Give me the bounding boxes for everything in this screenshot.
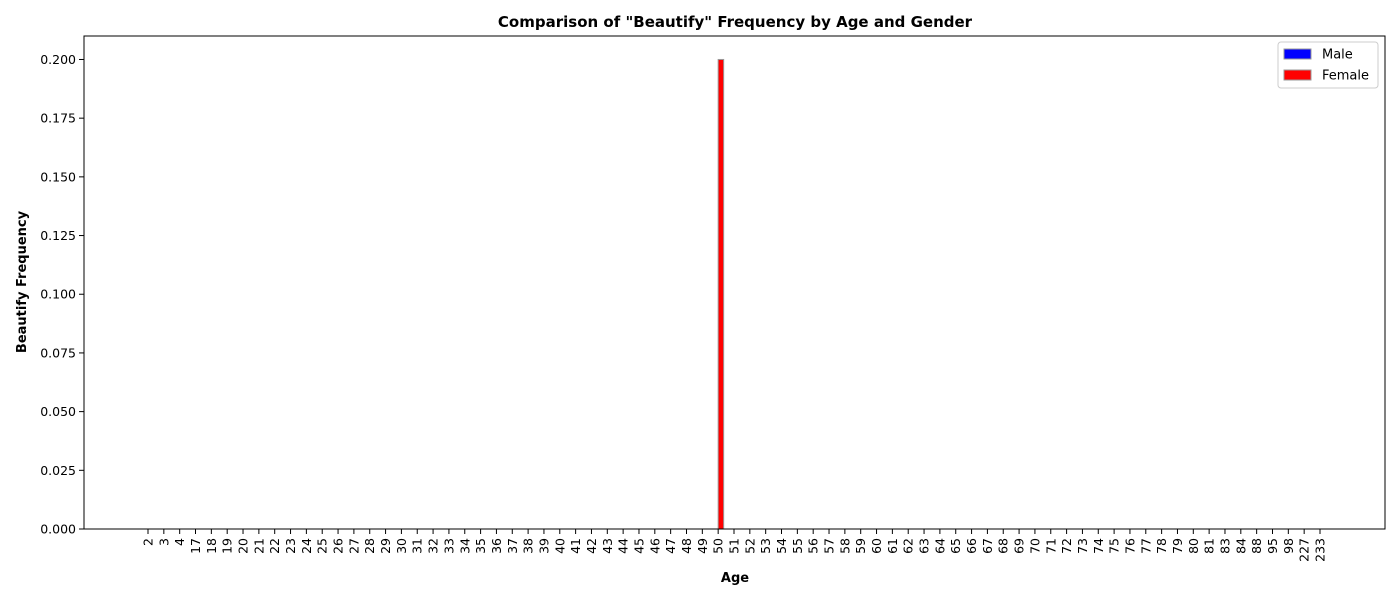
y-tick-label: 0.000 <box>40 522 76 537</box>
x-tick-label: 57 <box>822 538 837 554</box>
x-tick-label: 22 <box>267 538 282 554</box>
y-tick-label: 0.100 <box>40 287 76 302</box>
legend-label-female: Female <box>1322 69 1369 84</box>
plot-area-frame <box>83 35 1386 530</box>
legend-swatch-male <box>1283 48 1312 60</box>
x-tick-label: 46 <box>647 538 662 554</box>
x-tick-label: 36 <box>489 538 504 554</box>
x-tick-label: 81 <box>1202 538 1217 554</box>
y-tick-label: 0.025 <box>40 463 76 478</box>
y-tick-label: 0.050 <box>40 404 76 419</box>
legend-swatch-female <box>1283 69 1312 81</box>
bar-female-age-50 <box>717 58 725 530</box>
x-tick-label: 26 <box>331 538 346 554</box>
x-tick-label: 21 <box>251 538 266 554</box>
x-tick-label: 56 <box>806 538 821 554</box>
x-tick-label: 73 <box>1075 538 1090 554</box>
y-tick-label: 0.125 <box>40 228 76 243</box>
x-tick-label: 61 <box>885 538 900 554</box>
y-tick-label: 0.175 <box>40 111 76 126</box>
x-tick-label: 70 <box>1027 538 1042 554</box>
x-tick-label: 30 <box>394 538 409 554</box>
x-tick-label: 41 <box>568 538 583 554</box>
x-tick-label: 66 <box>964 538 979 554</box>
x-tick-label: 33 <box>441 538 456 554</box>
chart-title: Comparison of "Beautify" Frequency by Ag… <box>498 13 973 31</box>
x-axis-ticks: 2 3 4 17 18 19 20 21 22 23 24 25 26 27 28 29 30 31 32 33 34 3… <box>141 529 1328 562</box>
x-tick-label: 32 <box>426 538 441 554</box>
x-tick-label: 43 <box>600 538 615 554</box>
x-tick-label: 58 <box>837 538 852 554</box>
x-tick-label: 31 <box>410 538 425 554</box>
x-tick-label: 52 <box>742 538 757 554</box>
x-tick-label: 74 <box>1091 538 1106 554</box>
x-tick-label: 40 <box>552 538 567 554</box>
x-tick-label: 29 <box>378 538 393 554</box>
x-tick-label: 48 <box>679 538 694 554</box>
x-tick-label: 79 <box>1170 538 1185 554</box>
x-tick-label: 37 <box>505 538 520 554</box>
x-tick-label: 23 <box>283 538 298 554</box>
x-tick-label: 55 <box>790 538 805 554</box>
x-tick-label: 54 <box>774 538 789 554</box>
x-tick-label: 227 <box>1297 538 1312 562</box>
x-tick-label: 19 <box>220 538 235 554</box>
x-tick-label: 28 <box>362 538 377 554</box>
x-tick-label: 34 <box>457 538 472 554</box>
x-axis-label: Age <box>721 571 749 586</box>
legend: Male Female <box>1277 41 1379 89</box>
y-tick-label: 0.075 <box>40 345 76 360</box>
x-tick-label: 63 <box>917 538 932 554</box>
x-tick-label: 62 <box>901 538 916 554</box>
x-tick-label: 80 <box>1186 538 1201 554</box>
x-tick-label: 75 <box>1107 538 1122 554</box>
y-axis-label: Beautify Frequency <box>15 210 30 353</box>
x-tick-label: 50 <box>711 538 726 554</box>
x-tick-label: 35 <box>473 538 488 554</box>
x-tick-label: 53 <box>758 538 773 554</box>
x-tick-label: 98 <box>1281 538 1296 554</box>
x-tick-label: 77 <box>1138 538 1153 554</box>
x-tick-label: 49 <box>695 538 710 554</box>
legend-label-male: Male <box>1322 48 1353 63</box>
x-tick-label: 24 <box>299 538 314 554</box>
x-tick-label: 2 <box>141 538 156 546</box>
x-tick-label: 84 <box>1233 538 1248 554</box>
x-tick-label: 67 <box>980 538 995 554</box>
y-tick-label: 0.150 <box>40 169 76 184</box>
x-tick-label: 68 <box>996 538 1011 554</box>
x-tick-label: 20 <box>236 538 251 554</box>
x-tick-label: 72 <box>1059 538 1074 554</box>
x-tick-label: 4 <box>172 538 187 546</box>
x-tick-label: 76 <box>1122 538 1137 554</box>
x-tick-label: 95 <box>1265 538 1280 554</box>
bars-group <box>717 58 725 530</box>
x-tick-label: 45 <box>631 538 646 554</box>
x-tick-label: 39 <box>536 538 551 554</box>
x-tick-label: 69 <box>1012 538 1027 554</box>
x-tick-label: 47 <box>663 538 678 554</box>
x-tick-label: 65 <box>948 538 963 554</box>
x-tick-label: 51 <box>727 538 742 554</box>
x-tick-label: 38 <box>521 538 536 554</box>
x-tick-label: 25 <box>315 538 330 554</box>
x-tick-label: 64 <box>932 538 947 554</box>
y-tick-label: 0.200 <box>40 52 76 67</box>
x-tick-label: 88 <box>1249 538 1264 554</box>
x-tick-label: 60 <box>869 538 884 554</box>
x-tick-label: 18 <box>204 538 219 554</box>
x-tick-label: 27 <box>346 538 361 554</box>
x-tick-label: 83 <box>1217 538 1232 554</box>
x-tick-label: 78 <box>1154 538 1169 554</box>
y-axis-ticks: 0.000 0.025 0.050 0.075 0.100 0.125 0.150 0.175… <box>40 52 84 537</box>
x-tick-label: 71 <box>1043 538 1058 554</box>
x-tick-label: 44 <box>616 538 631 554</box>
x-tick-label: 233 <box>1313 538 1328 562</box>
x-tick-label: 17 <box>188 538 203 554</box>
x-tick-label: 42 <box>584 538 599 554</box>
x-tick-label: 3 <box>156 538 171 546</box>
x-tick-label: 59 <box>853 538 868 554</box>
